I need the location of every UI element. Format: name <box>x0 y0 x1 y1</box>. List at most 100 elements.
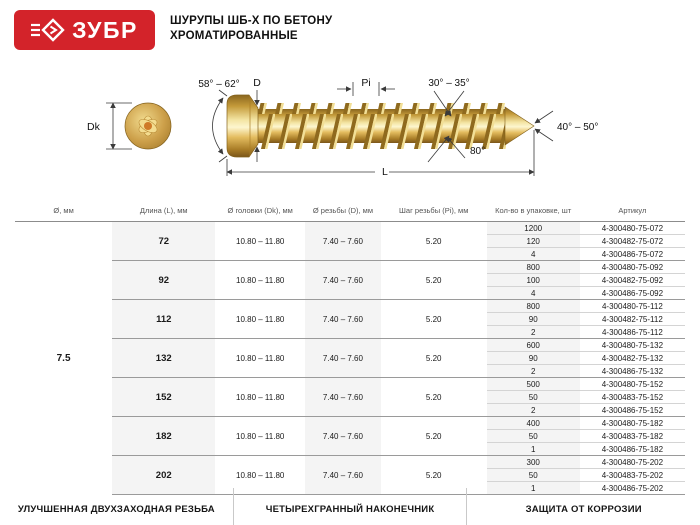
feature-thread: УЛУЧШЕННАЯ ДВУХЗАХОДНАЯ РЕЗЬБА <box>17 504 215 515</box>
table-row: 100 4-300482-75-092 <box>15 273 685 287</box>
length-value: 72 <box>112 221 216 261</box>
pitch-value: 5.20 <box>380 455 487 495</box>
table-row: 2 4-300486-75-112 <box>15 325 685 339</box>
head-diameter-value: 10.80 – 11.80 <box>215 221 306 261</box>
pack-qty: 800 <box>486 299 580 313</box>
article-number: 4-300482-75-112 <box>579 312 685 326</box>
pack-qty: 50 <box>486 468 580 482</box>
zubr-bison-icon <box>31 18 65 42</box>
pack-qty: 2 <box>486 325 580 339</box>
pack-qty: 600 <box>486 338 580 352</box>
table-row: 120 4-300482-75-072 <box>15 234 685 248</box>
pitch-value: 5.20 <box>380 260 487 300</box>
head-diameter-value: 10.80 – 11.80 <box>215 455 306 495</box>
article-number: 4-300480-75-202 <box>579 455 685 469</box>
brand-name: ЗУБР <box>72 16 138 43</box>
col-header-pitch: Шаг резьбы (Pi), мм <box>380 203 487 222</box>
col-header-thread-diameter: Ø резьбы (D), мм <box>305 203 381 222</box>
pack-qty: 2 <box>486 364 580 378</box>
table-row: 1 4-300486-75-182 <box>15 442 685 456</box>
table-row: 112 10.80 – 11.80 7.40 – 7.60 5.20 800 4… <box>15 299 685 339</box>
col-header-pack-qty: Кол-во в упаковке, шт <box>486 203 580 222</box>
pitch-value: 5.20 <box>380 377 487 417</box>
table-row: 50 4-300483-75-202 <box>15 468 685 482</box>
head-diameter-value: 10.80 – 11.80 <box>215 299 306 339</box>
length-value: 182 <box>112 416 216 456</box>
table-row: 2 4-300486-75-152 <box>15 403 685 417</box>
article-number: 4-300480-75-072 <box>579 221 685 235</box>
article-number: 4-300480-75-092 <box>579 260 685 274</box>
pitch-value: 5.20 <box>380 416 487 456</box>
thread-diameter-value: 7.40 – 7.60 <box>305 299 381 339</box>
col-header-length: Длина (L), мм <box>112 203 216 222</box>
pack-qty: 2 <box>486 403 580 417</box>
dim-label-thread-angle: 30° – 35° <box>428 78 469 89</box>
pack-qty: 1 <box>486 481 580 495</box>
article-number: 4-300486-75-092 <box>579 286 685 300</box>
table-row: 2 4-300486-75-132 <box>15 364 685 378</box>
table-row: 90 4-300482-75-112 <box>15 312 685 326</box>
length-value: 92 <box>112 260 216 300</box>
dim-label-dk: Dk <box>87 121 101 133</box>
head-diameter-value: 10.80 – 11.80 <box>215 416 306 456</box>
pitch-value: 5.20 <box>380 338 487 378</box>
head-diameter-value: 10.80 – 11.80 <box>215 377 306 417</box>
pack-qty: 1 <box>486 442 580 456</box>
pack-qty: 50 <box>486 429 580 443</box>
screw-side-view <box>226 94 535 158</box>
article-number: 4-300482-75-092 <box>579 273 685 287</box>
dim-label-d: D <box>253 77 261 89</box>
pack-qty: 400 <box>486 416 580 430</box>
article-number: 4-300486-75-112 <box>579 325 685 339</box>
length-value: 152 <box>112 377 216 417</box>
article-number: 4-300482-75-132 <box>579 351 685 365</box>
thread-diameter-value: 7.40 – 7.60 <box>305 338 381 378</box>
table-row: 50 4-300483-75-152 <box>15 390 685 404</box>
page-title: ШУРУПЫ ШБ-Х ПО БЕТОНУ ХРОМАТИРОВАННЫЕ <box>170 10 332 44</box>
dim-label-flank-angle: 80° <box>470 146 485 157</box>
dim-label-tip-angle: 40° – 50° <box>557 122 598 133</box>
dk-dimension <box>106 102 132 150</box>
dim-label-length: L <box>382 166 388 178</box>
article-number: 4-300486-75-072 <box>579 247 685 261</box>
article-number: 4-300480-75-182 <box>579 416 685 430</box>
head-diameter-value: 10.80 – 11.80 <box>215 260 306 300</box>
table-row: 92 10.80 – 11.80 7.40 – 7.60 5.20 800 4-… <box>15 260 685 300</box>
pitch-value: 5.20 <box>380 299 487 339</box>
table-row: 7.5 72 10.80 – 11.80 7.40 – 7.60 5.20 12… <box>15 221 685 364</box>
article-number: 4-300486-75-182 <box>579 442 685 456</box>
article-number: 4-300486-75-152 <box>579 403 685 417</box>
zubr-logo: ЗУБР <box>14 10 155 50</box>
spec-table: Ø, мм Длина (L), мм Ø головки (Dk), мм Ø… <box>15 203 685 495</box>
article-number: 4-300480-75-132 <box>579 338 685 352</box>
page-title-line1: ШУРУПЫ ШБ-Х ПО БЕТОНУ <box>170 15 333 27</box>
table-row: 4 4-300486-75-092 <box>15 286 685 300</box>
screw-diagram-svg: Dk 58° – 62° <box>87 77 598 178</box>
pack-qty: 4 <box>486 286 580 300</box>
col-header-head-diameter: Ø головки (Dk), мм <box>215 203 306 222</box>
table-row: 202 10.80 – 11.80 7.40 – 7.60 5.20 300 4… <box>15 455 685 495</box>
col-header-article: Артикул <box>579 203 685 222</box>
screw-head-view <box>124 102 172 150</box>
length-value: 112 <box>112 299 216 339</box>
article-number: 4-300486-75-202 <box>579 481 685 495</box>
thread-diameter-value: 7.40 – 7.60 <box>305 416 381 456</box>
table-row: 132 10.80 – 11.80 7.40 – 7.60 5.20 600 4… <box>15 338 685 378</box>
pitch-value: 5.20 <box>380 221 487 261</box>
spec-table-header-row: Ø, мм Длина (L), мм Ø головки (Dk), мм Ø… <box>15 203 685 222</box>
page-header: ЗУБР ШУРУПЫ ШБ-Х ПО БЕТОНУ ХРОМАТИРОВАНН… <box>14 10 332 50</box>
feature-tip: ЧЕТЫРЕХГРАННЫЙ НАКОНЕЧНИК <box>232 488 467 525</box>
pack-qty: 800 <box>486 260 580 274</box>
pack-qty: 1200 <box>486 221 580 235</box>
article-number: 4-300482-75-072 <box>579 234 685 248</box>
dim-label-head-angle: 58° – 62° <box>198 79 239 90</box>
length-value: 132 <box>112 338 216 378</box>
technical-drawing: Dk 58° – 62° <box>0 62 700 202</box>
page-title-line2: ХРОМАТИРОВАННЫЕ <box>170 30 298 42</box>
table-row: 4 4-300486-75-072 <box>15 247 685 261</box>
pack-qty: 4 <box>486 247 580 261</box>
pack-qty: 500 <box>486 377 580 391</box>
thread-diameter-value: 7.40 – 7.60 <box>305 260 381 300</box>
thread-diameter-value: 7.40 – 7.60 <box>305 221 381 261</box>
table-row: 50 4-300483-75-182 <box>15 429 685 443</box>
